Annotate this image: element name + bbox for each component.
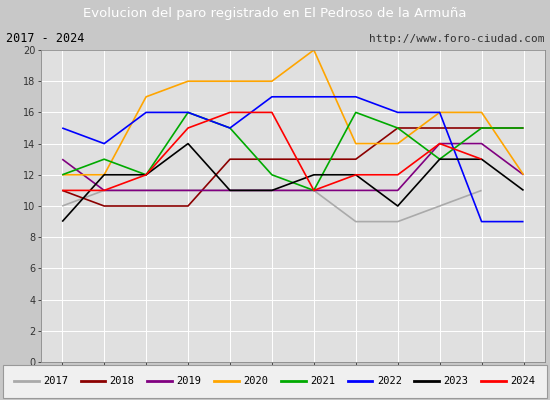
Text: 2021: 2021 [310,376,335,386]
Text: 2023: 2023 [444,376,469,386]
Text: 2018: 2018 [109,376,135,386]
Text: 2022: 2022 [377,376,402,386]
Text: 2017: 2017 [43,376,68,386]
Text: http://www.foro-ciudad.com: http://www.foro-ciudad.com [369,34,544,44]
Text: 2024: 2024 [510,376,535,386]
Text: 2020: 2020 [243,376,268,386]
Bar [3,365,547,398]
Text: 2017 - 2024: 2017 - 2024 [6,32,84,46]
Text: 2019: 2019 [177,376,201,386]
Text: Evolucion del paro registrado en El Pedroso de la Armuña: Evolucion del paro registrado en El Pedr… [83,8,467,20]
